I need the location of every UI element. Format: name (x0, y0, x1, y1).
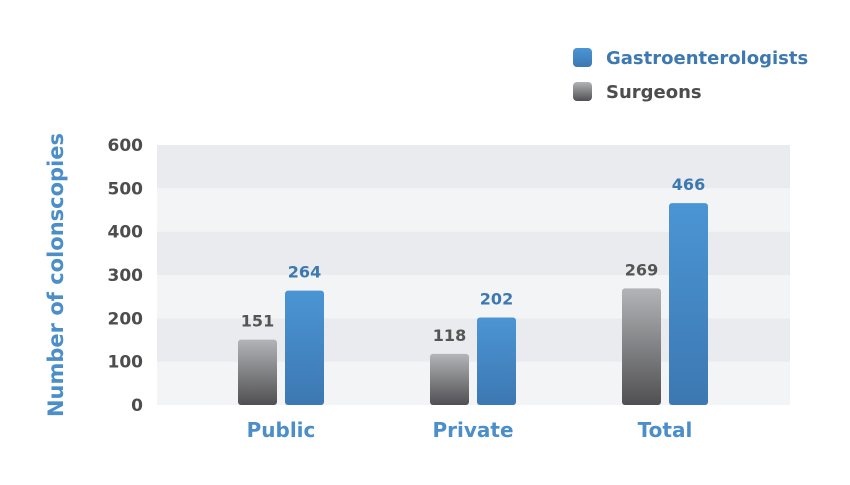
y-axis-title: Number of colonscopies (44, 133, 68, 417)
y-axis: 0 100 200 300 400 500 600 (108, 136, 144, 416)
bar-gastroenterologists (477, 317, 516, 405)
data-label: 466 (672, 175, 705, 194)
bar-surgeons (622, 288, 661, 405)
bars (238, 203, 708, 405)
data-label: 151 (241, 312, 274, 331)
x-axis: Public Private Total (247, 418, 693, 442)
data-label: 264 (288, 263, 321, 282)
legend: Gastroenterologists Surgeons (573, 48, 808, 103)
y-tick-label: 200 (108, 309, 144, 329)
data-label: 118 (433, 326, 466, 345)
legend-label: Gastroenterologists (606, 48, 808, 69)
bar-surgeons (430, 353, 469, 405)
y-tick-label: 300 (108, 266, 144, 286)
data-label: 269 (625, 260, 658, 279)
y-tick-label: 400 (108, 223, 144, 243)
data-label: 202 (480, 289, 513, 308)
bar-surgeons (238, 339, 277, 405)
grid-band (157, 145, 790, 189)
x-tick-label: Private (432, 418, 513, 442)
data-labels: 151 264 118 202 269 466 (241, 175, 705, 345)
bar-gastroenterologists (285, 290, 324, 405)
bar-gastroenterologists (669, 203, 708, 405)
y-tick-label: 500 (108, 179, 144, 199)
x-tick-label: Total (638, 418, 693, 442)
y-tick-label: 100 (108, 353, 144, 373)
y-tick-label: 600 (108, 136, 144, 156)
legend-swatch (573, 82, 592, 101)
legend-swatch (573, 48, 592, 67)
legend-label: Surgeons (606, 82, 702, 103)
x-tick-label: Public (247, 418, 316, 442)
y-tick-label: 0 (131, 396, 143, 416)
